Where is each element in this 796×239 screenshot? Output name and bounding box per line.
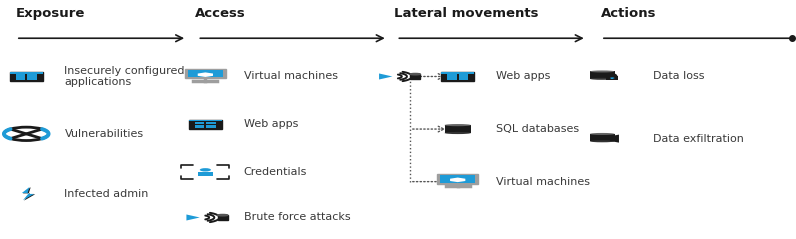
Ellipse shape bbox=[410, 73, 420, 75]
Bar bbox=[27, 74, 37, 77]
Text: SQL databases: SQL databases bbox=[496, 124, 579, 134]
Polygon shape bbox=[23, 187, 35, 201]
Bar bbox=[195, 122, 205, 125]
Bar bbox=[590, 71, 615, 79]
Bar bbox=[458, 77, 468, 80]
Bar bbox=[441, 72, 474, 74]
Text: Web apps: Web apps bbox=[496, 71, 550, 81]
Ellipse shape bbox=[590, 140, 615, 142]
Bar bbox=[206, 125, 216, 128]
Text: Virtual machines: Virtual machines bbox=[244, 71, 338, 81]
Polygon shape bbox=[186, 214, 200, 221]
Bar bbox=[611, 78, 613, 79]
Bar bbox=[447, 74, 457, 77]
Ellipse shape bbox=[217, 214, 228, 216]
Polygon shape bbox=[610, 135, 619, 143]
Polygon shape bbox=[198, 172, 213, 176]
Bar bbox=[444, 125, 471, 133]
Bar bbox=[195, 125, 205, 128]
Circle shape bbox=[610, 77, 615, 79]
Text: Brute force attacks: Brute force attacks bbox=[244, 212, 350, 223]
Text: Insecurely configured
applications: Insecurely configured applications bbox=[64, 66, 185, 87]
Bar bbox=[185, 69, 226, 78]
Bar bbox=[410, 74, 420, 79]
Polygon shape bbox=[379, 73, 392, 80]
Bar bbox=[458, 74, 468, 77]
Bar bbox=[441, 72, 474, 81]
Ellipse shape bbox=[590, 71, 615, 72]
Text: Access: Access bbox=[195, 7, 246, 20]
Ellipse shape bbox=[444, 124, 471, 126]
Text: Data loss: Data loss bbox=[653, 71, 704, 81]
Text: Vulnerabilities: Vulnerabilities bbox=[64, 129, 143, 139]
Text: Lateral movements: Lateral movements bbox=[394, 7, 539, 20]
Bar bbox=[217, 215, 228, 220]
Bar bbox=[188, 70, 223, 77]
Circle shape bbox=[200, 168, 211, 172]
Bar bbox=[590, 134, 615, 141]
Text: Infected admin: Infected admin bbox=[64, 189, 149, 199]
Bar bbox=[438, 174, 478, 184]
Polygon shape bbox=[450, 178, 466, 182]
Ellipse shape bbox=[590, 133, 615, 135]
Bar bbox=[206, 122, 216, 125]
Bar bbox=[189, 120, 222, 121]
Ellipse shape bbox=[444, 132, 471, 134]
Ellipse shape bbox=[590, 78, 615, 80]
Bar bbox=[607, 76, 618, 80]
Polygon shape bbox=[21, 187, 34, 200]
Bar bbox=[16, 77, 25, 80]
Bar bbox=[27, 77, 37, 80]
Text: Actions: Actions bbox=[601, 7, 657, 20]
Bar bbox=[10, 72, 43, 81]
Bar bbox=[189, 120, 222, 129]
Polygon shape bbox=[197, 72, 213, 77]
Bar bbox=[447, 77, 457, 80]
Text: Web apps: Web apps bbox=[244, 119, 298, 129]
Text: Credentials: Credentials bbox=[244, 167, 307, 177]
Bar bbox=[440, 175, 475, 183]
Bar bbox=[10, 72, 43, 74]
Text: Virtual machines: Virtual machines bbox=[496, 177, 590, 187]
Text: Exposure: Exposure bbox=[16, 7, 85, 20]
Text: Data exfiltration: Data exfiltration bbox=[653, 134, 743, 144]
Bar bbox=[16, 74, 25, 77]
